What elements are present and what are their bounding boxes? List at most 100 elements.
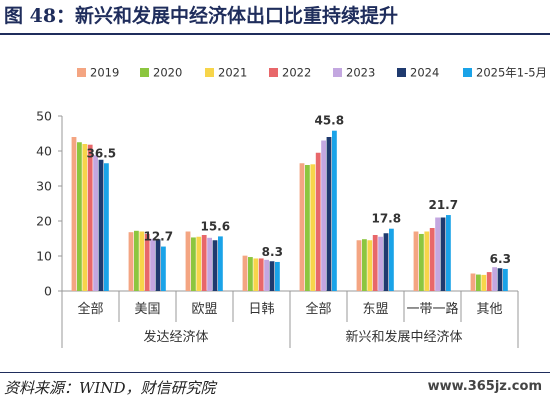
bar-6-4 [435, 217, 440, 291]
bar-0-2 [82, 144, 88, 291]
bar-4-2 [310, 164, 316, 291]
source-rule [0, 372, 550, 373]
bar-2-5 [212, 240, 218, 291]
data-label-1: 12.7 [143, 230, 173, 244]
group-label-0: 发达经济体 [143, 329, 208, 345]
bar-7-5 [497, 268, 503, 291]
y-tick-label-4: 40 [36, 144, 52, 159]
legend-label-1: 2020 [153, 66, 182, 80]
title-rule [0, 33, 550, 35]
y-tick-label-2: 20 [36, 214, 52, 229]
bar-0-4 [93, 155, 98, 291]
bar-3-3 [258, 258, 264, 291]
category-label-7: 其他 [476, 302, 502, 317]
bar-0-5 [98, 159, 104, 291]
bar-5-6 [389, 228, 394, 291]
y-tick-label-5: 50 [36, 109, 52, 124]
category-label-1: 美国 [134, 302, 160, 317]
bar-1-6 [161, 246, 166, 291]
legend-swatch-3 [269, 68, 278, 77]
bar-1-4 [150, 238, 155, 291]
group-label-1: 新兴和发展中经济体 [345, 329, 462, 345]
figure-title: 图 48：新兴和发展中经济体出口比重持续提升 [4, 5, 399, 27]
bar-6-2 [424, 231, 430, 291]
bar-1-5 [155, 239, 161, 291]
bar-6-0 [413, 231, 419, 291]
bar-2-0 [185, 231, 191, 291]
bar-6-1 [419, 233, 424, 291]
legend-label-6: 2025年1-5月 [476, 66, 547, 80]
category-label-3: 日韩 [248, 302, 274, 317]
bar-5-4 [378, 236, 383, 291]
category-label-4: 全部 [305, 301, 331, 317]
data-label-7: 6.3 [490, 252, 511, 266]
bar-7-4 [492, 267, 497, 291]
data-label-5: 17.8 [371, 212, 401, 226]
bar-7-0 [470, 273, 476, 291]
bar-2-3 [201, 235, 207, 291]
category-label-0: 全部 [77, 301, 103, 317]
bar-1-1 [134, 230, 139, 291]
bar-2-4 [207, 237, 212, 291]
bar-2-6 [218, 236, 223, 291]
legend-swatch-5 [397, 68, 406, 77]
bar-7-1 [476, 274, 481, 291]
legend-swatch-4 [333, 68, 342, 77]
data-label-2: 15.6 [200, 219, 230, 233]
bar-6-6 [446, 215, 451, 291]
category-label-6: 一带一路 [406, 301, 458, 317]
bar-3-1 [248, 257, 253, 291]
y-tick-label-3: 30 [36, 179, 52, 194]
bar-0-6 [104, 163, 109, 291]
bar-4-3 [315, 152, 321, 291]
source-note: 资料来源：WIND，财信研究院 [4, 379, 216, 397]
bar-5-0 [356, 240, 362, 291]
data-label-0: 36.5 [86, 146, 116, 160]
bar-7-6 [503, 268, 508, 291]
bar-5-1 [362, 239, 367, 291]
watermark: www.365jz.com [427, 379, 542, 394]
legend-label-5: 2024 [410, 66, 439, 80]
category-label-5: 东盟 [362, 302, 388, 317]
bar-0-3 [87, 144, 93, 291]
bar-6-3 [429, 228, 435, 291]
legend-swatch-1 [140, 68, 149, 77]
bar-1-3 [144, 233, 150, 291]
bar-4-6 [332, 130, 337, 291]
legend-swatch-6 [463, 68, 472, 77]
bar-3-0 [242, 255, 248, 291]
data-label-4: 45.8 [314, 114, 344, 128]
bar-2-1 [191, 237, 196, 291]
legend-label-0: 2019 [90, 66, 119, 80]
legend-swatch-2 [205, 68, 214, 77]
bar-4-5 [326, 137, 332, 291]
bar-5-5 [383, 233, 389, 291]
y-tick-label-1: 10 [36, 249, 52, 264]
data-label-6: 21.7 [428, 198, 458, 212]
bar-1-2 [139, 231, 145, 291]
bar-5-2 [367, 240, 373, 291]
bar-5-3 [372, 235, 378, 291]
category-label-2: 欧盟 [191, 302, 217, 317]
bar-3-2 [253, 258, 259, 291]
bar-4-4 [321, 140, 326, 291]
bar-3-5 [269, 261, 275, 291]
legend-label-2: 2021 [218, 66, 247, 80]
bar-0-1 [77, 142, 82, 291]
bar-7-2 [481, 274, 487, 291]
bar-chart: 2019 2020 2021 2022 2023 2024 2025年1-5月 0 10 20 30… [36, 66, 547, 348]
legend-label-4: 2023 [346, 66, 375, 80]
legend-label-3: 2022 [282, 66, 311, 80]
bar-1-0 [128, 232, 134, 291]
bar-7-3 [486, 272, 492, 291]
bar-4-0 [299, 163, 305, 291]
legend-swatch-0 [77, 68, 86, 77]
bar-2-2 [196, 236, 202, 291]
bar-3-6 [275, 261, 280, 291]
bar-6-5 [440, 217, 446, 291]
bar-0-0 [71, 137, 77, 291]
y-tick-label-0: 0 [44, 284, 52, 299]
data-label-3: 8.3 [262, 245, 283, 259]
bar-3-4 [264, 259, 269, 291]
bar-4-1 [305, 165, 310, 291]
